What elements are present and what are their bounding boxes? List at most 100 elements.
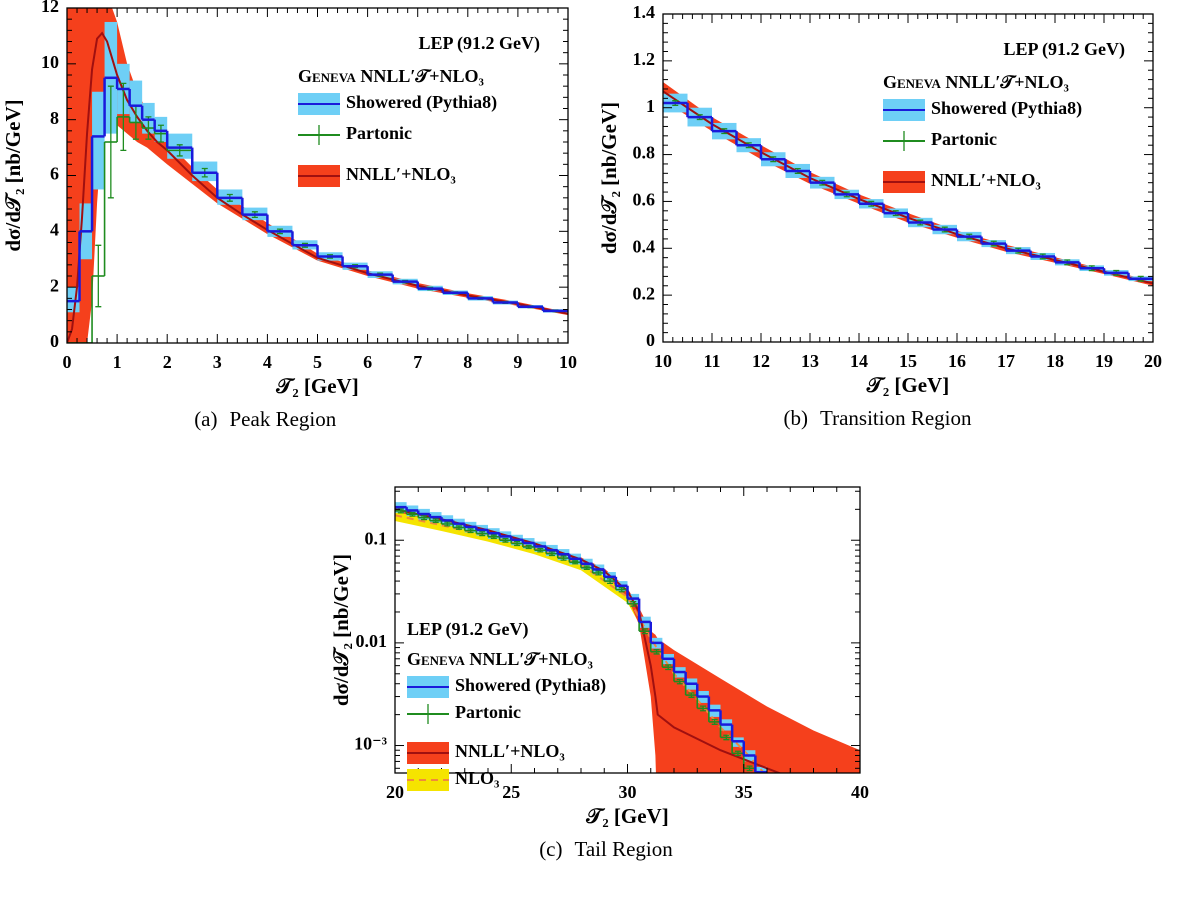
x-tick-label: 0 bbox=[63, 352, 72, 372]
x-tick-label: 6 bbox=[363, 352, 372, 372]
error-bar bbox=[490, 534, 497, 540]
y-tick-label: 6 bbox=[50, 164, 59, 184]
legend-swatch bbox=[407, 769, 449, 791]
y-tick-label: 1 bbox=[646, 96, 655, 116]
error-bar bbox=[502, 537, 509, 543]
error-bar bbox=[514, 540, 521, 547]
x-tick-label: 8 bbox=[463, 352, 472, 372]
legend-label: Showered (Pythia8) bbox=[455, 675, 606, 696]
legend-label: NLO₃ bbox=[455, 768, 500, 788]
error-bar bbox=[583, 565, 590, 571]
y-tick-label: 0.6 bbox=[633, 190, 656, 210]
error-bar bbox=[444, 521, 451, 527]
error-bar bbox=[641, 628, 648, 635]
error-bar bbox=[618, 587, 625, 593]
error-bar bbox=[479, 531, 486, 537]
error-bar bbox=[630, 601, 637, 607]
error-bar bbox=[653, 648, 660, 655]
legend-label: Partonic bbox=[455, 702, 521, 722]
uncertainty-band bbox=[92, 91, 105, 190]
y-tick-label: 0.2 bbox=[633, 283, 656, 303]
x-tick-label: 18 bbox=[1046, 351, 1064, 371]
legend-label: NNLL′+NLO₃ bbox=[931, 170, 1041, 190]
error-bar bbox=[607, 578, 614, 585]
legend-label: Partonic bbox=[346, 123, 412, 143]
error-bar bbox=[120, 82, 127, 152]
error-bar bbox=[421, 515, 428, 521]
caption: Transition Region bbox=[820, 406, 972, 430]
x-tick-label: 25 bbox=[502, 782, 520, 802]
x-tick-label: 14 bbox=[850, 351, 868, 371]
uncertainty-band bbox=[129, 80, 143, 123]
error-bar bbox=[467, 528, 474, 534]
error-bar bbox=[758, 782, 764, 786]
error-bar bbox=[676, 678, 683, 685]
error-bar bbox=[409, 511, 416, 517]
y-tick-label: 0 bbox=[50, 331, 59, 351]
y-tick-label: 1.2 bbox=[633, 49, 656, 69]
x-tick-label: 35 bbox=[735, 782, 753, 802]
y-tick-label: 1.4 bbox=[633, 2, 656, 22]
y-axis-label: dσ/d𝒯₂ [nb/GeV] bbox=[329, 554, 353, 706]
uncertainty-band bbox=[67, 287, 80, 313]
error-bar bbox=[560, 555, 567, 561]
error-bar bbox=[700, 705, 707, 712]
error-bar bbox=[734, 750, 741, 757]
y-tick-label: 4 bbox=[50, 219, 59, 239]
error-bar bbox=[432, 518, 439, 524]
caption: Peak Region bbox=[230, 407, 337, 431]
caption: Tail Region bbox=[575, 837, 674, 861]
error-bar bbox=[723, 734, 730, 741]
y-tick-label: 0.4 bbox=[633, 236, 656, 256]
error-bar bbox=[157, 124, 164, 143]
legend: LEP (91.2 GeV) Geneva NNLL′𝒯+NLO₃ Showered… bbox=[407, 619, 606, 791]
caption-label: (c) bbox=[539, 837, 562, 861]
y-axis-label: dσ/d𝒯₂ [nb/GeV] bbox=[1, 99, 25, 251]
x-tick-label: 4 bbox=[263, 352, 272, 372]
legend-label: Showered (Pythia8) bbox=[346, 92, 497, 113]
y-tick-label: 2 bbox=[50, 275, 59, 295]
y-tick-label: 0.8 bbox=[633, 143, 656, 163]
legend-label: NNLL′+NLO₃ bbox=[346, 164, 456, 184]
uncertainty-band bbox=[395, 507, 860, 773]
y-tick-label: 0 bbox=[646, 330, 655, 350]
error-bar bbox=[595, 570, 602, 576]
chart: 10 11 12 13 14 15 16 17 18 19 20 0 0.2 0.4 0.6 0.8 1 1.2 1… bbox=[597, 2, 1162, 430]
x-axis-label: 𝒯₂ [GeV] bbox=[275, 374, 358, 398]
x-tick-label: 9 bbox=[513, 352, 522, 372]
caption-label: (a) bbox=[194, 407, 217, 431]
x-tick-label: 10 bbox=[654, 351, 672, 371]
error-bar bbox=[525, 544, 532, 550]
x-tick-label: 20 bbox=[1144, 351, 1162, 371]
x-axis-label: 𝒯₂ [GeV] bbox=[585, 804, 668, 828]
legend: LEP (91.2 GeV) Geneva NNLL′𝒯+NLO₃ Showered… bbox=[883, 39, 1125, 193]
plot-area bbox=[395, 502, 860, 786]
x-tick-label: 13 bbox=[801, 351, 819, 371]
x-tick-label: 5 bbox=[313, 352, 322, 372]
x-tick-label: 17 bbox=[997, 351, 1015, 371]
step-riser bbox=[686, 103, 1130, 279]
error-bar bbox=[455, 525, 462, 530]
error-bar bbox=[688, 692, 695, 698]
y-tick-label: 0.01 bbox=[356, 631, 388, 651]
x-tick-label: 3 bbox=[213, 352, 222, 372]
annotation: LEP (91.2 GeV) bbox=[1004, 39, 1126, 60]
x-tick-label: 19 bbox=[1095, 351, 1113, 371]
annotation: Geneva NNLL′𝒯+NLO₃ bbox=[298, 66, 484, 86]
step-riser bbox=[91, 116, 544, 343]
error-bar bbox=[95, 244, 102, 308]
chart: 20 25 30 35 40 10⁻³ 0.01 0.1 𝒯₂ [GeV] dσ/d𝒯₂ [nb/… bbox=[329, 486, 869, 861]
y-tick-label: 12 bbox=[41, 0, 59, 16]
x-tick-label: 12 bbox=[752, 351, 770, 371]
error-bar bbox=[746, 765, 753, 772]
error-bar bbox=[711, 718, 718, 725]
y-axis-label: dσ/d𝒯₂ [nb/GeV] bbox=[597, 102, 621, 254]
x-tick-label: 10 bbox=[559, 352, 577, 372]
x-tick-label: 2 bbox=[163, 352, 172, 372]
x-tick-label: 16 bbox=[948, 351, 966, 371]
error-bar bbox=[548, 551, 555, 557]
error-bar bbox=[107, 85, 114, 199]
legend: LEP (91.2 GeV) Geneva NNLL′𝒯+NLO₃ Showered… bbox=[298, 33, 540, 187]
